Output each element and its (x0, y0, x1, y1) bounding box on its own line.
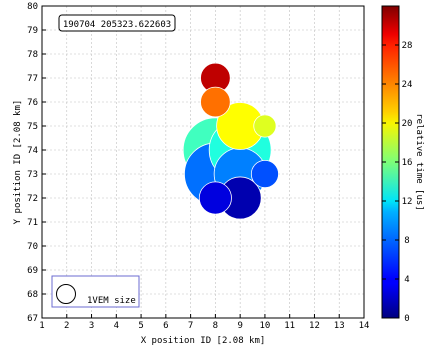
colorbar-tick-label: 16 (402, 158, 413, 168)
y-tick-label: 71 (27, 218, 38, 228)
y-tick-label: 68 (27, 290, 38, 300)
y-tick-label: 80 (27, 2, 38, 12)
title-box (58, 14, 176, 32)
y-tick-label: 69 (27, 266, 38, 276)
x-tick-label: 12 (309, 321, 320, 331)
plot-frame (41, 5, 365, 319)
x-axis-label: X position ID [2.08 km] (141, 336, 266, 346)
x-tick-label: 8 (213, 321, 218, 331)
x-tick-label: 6 (163, 321, 168, 331)
x-tick-label: 14 (359, 321, 370, 331)
y-axis-label: Y position ID [2.08 km] (13, 100, 23, 225)
x-tick-label: 3 (89, 321, 94, 331)
colorbar-ticks: 0 4 8 12 16 20 24 28 (382, 41, 412, 324)
legend-marker (56, 284, 76, 304)
colorbar-tick-label: 0 (404, 314, 409, 324)
x-tick-label: 13 (334, 321, 345, 331)
y-tick-label: 67 (27, 314, 38, 324)
x-tick-label: 4 (114, 321, 119, 331)
x-tick-label: 2 (64, 321, 69, 331)
colorbar-tick-label: 24 (402, 80, 413, 90)
legend-label: 1VEM size (87, 296, 136, 306)
y-tick-label: 78 (27, 50, 38, 60)
legend-box (51, 275, 140, 308)
markers (182, 62, 279, 220)
y-tick-label: 77 (27, 74, 38, 84)
colorbar-tick-label: 28 (402, 41, 413, 51)
x-tick-label: 1 (39, 321, 44, 331)
y-tick-label: 76 (27, 98, 38, 108)
colorbar-tick-label: 8 (404, 236, 409, 246)
colorbar-tick-label: 20 (402, 119, 413, 129)
y-tick-label: 73 (27, 170, 38, 180)
data-point (198, 181, 232, 215)
x-tick-label: 5 (138, 321, 143, 331)
data-point (200, 86, 231, 118)
y-tick-label: 74 (27, 146, 38, 156)
colorbar-tick-label: 4 (404, 275, 409, 285)
x-tick-label: 7 (188, 321, 193, 331)
x-tick-label: 9 (237, 321, 242, 331)
x-tick-label: 11 (284, 321, 295, 331)
x-tick-label: 10 (260, 321, 271, 331)
chart-title: 190704 205323.622603 (63, 20, 171, 30)
y-tick-label: 70 (27, 242, 38, 252)
y-tick-label: 72 (27, 194, 38, 204)
data-point (250, 159, 279, 189)
ticks: 1 2 3 4 5 6 7 8 9 10 11 12 13 14676869707172737475767… (27, 2, 369, 331)
y-tick-label: 79 (27, 26, 38, 36)
data-point (253, 114, 277, 138)
colorbar-label: relative time [us] (414, 113, 424, 211)
y-tick-label: 75 (27, 122, 38, 132)
colorbar-tick-label: 12 (402, 197, 413, 207)
